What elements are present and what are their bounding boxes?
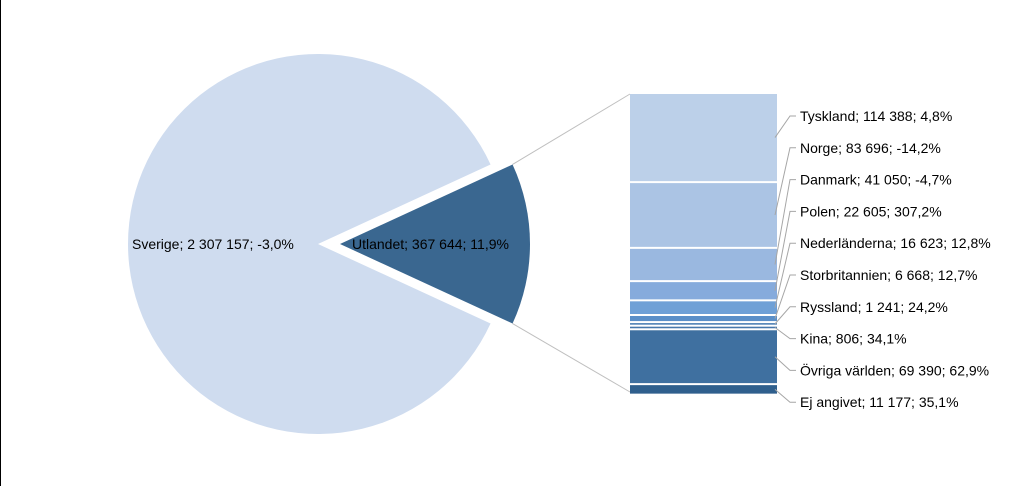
bar-label-ryssland: Ryssland; 1 241; 24,2% — [800, 299, 948, 315]
leader-line-tyskland — [774, 115, 796, 138]
bar-label-storbritannien: Storbritannien; 6 668; 12,7% — [800, 267, 977, 283]
bar-segment-ej-angivet — [630, 385, 777, 394]
leader-line-polen — [774, 210, 796, 291]
data-labels: Sverige; 2 307 157; -3,0% Utlandet; 367 6… — [132, 108, 991, 410]
bar-label-tyskland: Tyskland; 114 388; 4,8% — [800, 108, 952, 124]
pie-slice-utlandet — [340, 164, 531, 324]
leader-line-danmark — [774, 179, 796, 265]
connector-lines — [512, 93, 631, 393]
breakdown-bar — [630, 94, 777, 394]
leader-line-kina — [774, 327, 796, 340]
pie-label-sverige: Sverige; 2 307 157; -3,0% — [132, 236, 294, 252]
bar-segment-danmark — [630, 248, 777, 281]
bar-segment-storbritannien — [630, 316, 777, 322]
bar-label-polen: Polen; 22 605; 307,2% — [800, 203, 942, 219]
bar-label-danmark: Danmark; 41 050; -4,7% — [800, 172, 952, 188]
bar-label-nederlanderna: Nederländerna; 16 623; 12,8% — [800, 235, 991, 251]
bar-segment-ovriga-varlden — [630, 330, 777, 384]
bar-segment-ryssland — [630, 323, 777, 325]
bar-segment-polen — [630, 282, 777, 300]
leader-line-ryssland — [774, 306, 796, 325]
bar-label-kina: Kina; 806; 34,1% — [800, 331, 907, 347]
connector-line-bottom — [512, 323, 631, 393]
bar-label-norge: Norge; 83 696; -14,2% — [800, 140, 941, 156]
pie-label-utlandet: Utlandet; 367 644; 11,9% — [352, 236, 509, 252]
pie — [128, 54, 531, 434]
bar-segment-norge — [630, 183, 777, 247]
leader-line-storbritannien — [774, 274, 796, 319]
bar-segment-nederlanderna — [630, 301, 777, 314]
bar-label-ovriga-varlden: Övriga världen; 69 390; 62,9% — [800, 361, 989, 378]
bar-label-ej-angivet: Ej angivet; 11 177; 35,1% — [800, 394, 959, 410]
leader-line-ovriga-varlden — [774, 356, 796, 371]
connector-line-top — [512, 93, 631, 165]
bar-segment-kina — [630, 326, 777, 329]
leader-line-norge — [774, 147, 796, 216]
leader-line-ej-angivet — [774, 388, 796, 403]
leader-line-nederlanderna — [774, 242, 796, 308]
bar-segment-tyskland — [630, 94, 777, 182]
pie-slice-sverige — [128, 54, 491, 434]
leader-lines — [774, 115, 796, 403]
